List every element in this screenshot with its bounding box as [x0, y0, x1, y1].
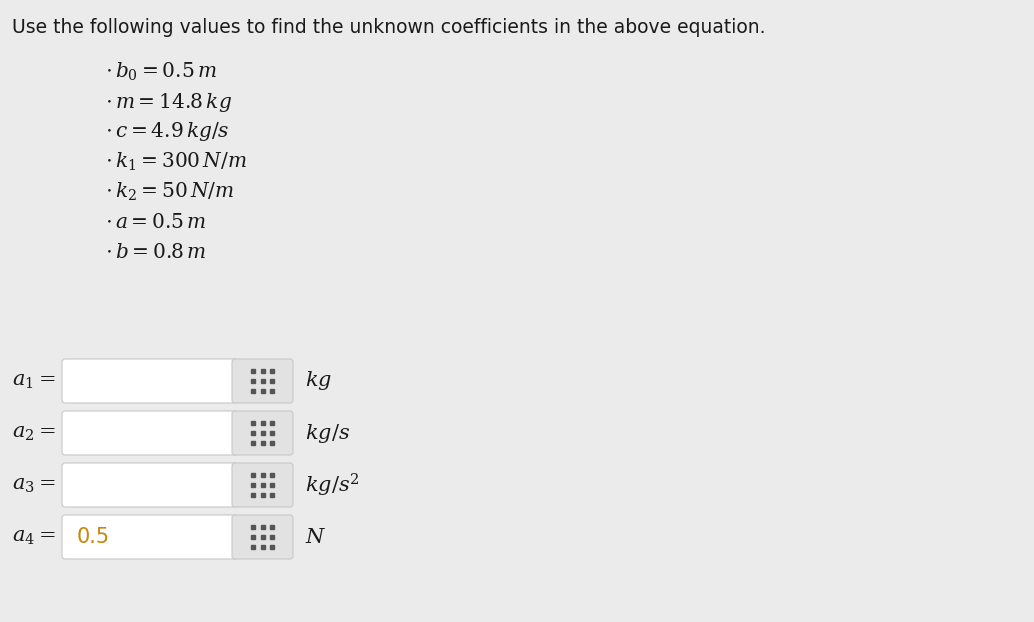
FancyBboxPatch shape: [232, 411, 293, 455]
FancyBboxPatch shape: [62, 359, 238, 403]
FancyBboxPatch shape: [232, 515, 293, 559]
Text: $a_1 =$: $a_1 =$: [12, 371, 56, 391]
FancyBboxPatch shape: [62, 411, 238, 455]
Text: $kg$: $kg$: [305, 369, 332, 392]
Text: $\cdot\, m = 14.8\, kg$: $\cdot\, m = 14.8\, kg$: [105, 90, 232, 113]
Text: $a_4 =$: $a_4 =$: [12, 527, 56, 547]
Text: $a_2 =$: $a_2 =$: [12, 423, 56, 443]
FancyBboxPatch shape: [232, 359, 293, 403]
FancyBboxPatch shape: [62, 515, 238, 559]
Text: $N$: $N$: [305, 527, 327, 547]
FancyBboxPatch shape: [232, 463, 293, 507]
Text: $a_3 =$: $a_3 =$: [12, 475, 56, 495]
Text: $\cdot\, c = 4.9\, kg/s$: $\cdot\, c = 4.9\, kg/s$: [105, 121, 230, 144]
Text: $\cdot\, b_0 = 0.5\, m$: $\cdot\, b_0 = 0.5\, m$: [105, 61, 217, 83]
Text: $kg/s^2$: $kg/s^2$: [305, 471, 360, 499]
Text: $\cdot\, b = 0.8\, m$: $\cdot\, b = 0.8\, m$: [105, 243, 207, 261]
Text: $\cdot\, k_2 = 50\, N/m$: $\cdot\, k_2 = 50\, N/m$: [105, 181, 234, 203]
Text: $\cdot\, a = 0.5\, m$: $\cdot\, a = 0.5\, m$: [105, 213, 207, 231]
Text: Use the following values to find the unknown coefficients in the above equation.: Use the following values to find the unk…: [12, 18, 765, 37]
Text: $kg/s$: $kg/s$: [305, 422, 351, 445]
Text: $\cdot\, k_1 = 300\, N/m$: $\cdot\, k_1 = 300\, N/m$: [105, 151, 247, 173]
Text: 0.5: 0.5: [77, 527, 111, 547]
FancyBboxPatch shape: [62, 463, 238, 507]
